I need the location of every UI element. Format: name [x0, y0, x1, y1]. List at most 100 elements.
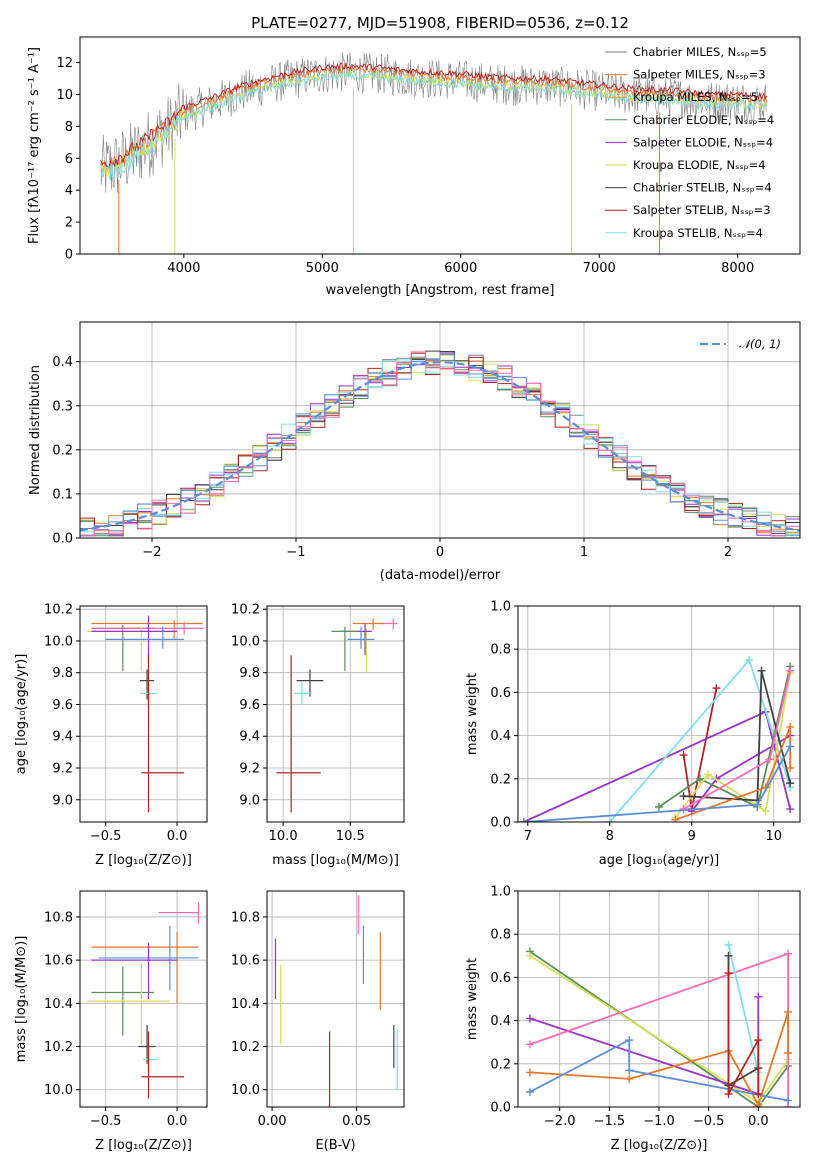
weight-marker — [704, 770, 713, 779]
weight-marker — [724, 969, 733, 978]
weight-line — [682, 687, 718, 810]
y-tick-label: 0.2 — [52, 443, 73, 458]
plot-area — [274, 895, 398, 1107]
panel-residuals: −2 −1 0 1 2 0.0 0.1 0.2 0.3 0.4 (data-model)/error… — [28, 321, 801, 583]
x-axis-label: age [log₁₀(age/yr)] — [599, 853, 720, 868]
panel-mass_weight_vs_Z: −2.0 −1.5 −1.0 −0.5 0.0 0.0 0.2 0.4 0.6 0.8 1.0 Z [… — [465, 885, 801, 1153]
weight-marker — [784, 1007, 793, 1016]
x-axis-label: E(B-V) — [315, 1138, 355, 1153]
y-tick-label: 0.0 — [490, 1101, 511, 1116]
panel-age_vs_mass: 10.0 10.5 9.0 9.2 9.4 9.6 9.8 10.0 10.2 mass [log… — [231, 603, 405, 868]
y-axis-label: mass weight — [465, 673, 480, 755]
x-tick-label: −1 — [286, 545, 305, 560]
plot-area — [87, 615, 205, 813]
weight-marker — [525, 951, 534, 960]
y-tick-label: 10.0 — [231, 634, 260, 649]
x-tick-label: −0.5 — [90, 829, 122, 844]
x-tick-label: 0.05 — [342, 1114, 371, 1129]
weight-marker — [519, 818, 528, 822]
histogram-step — [80, 351, 800, 538]
weight-marker — [754, 1090, 763, 1099]
x-tick-label: 10.5 — [336, 829, 365, 844]
errorbar-point — [139, 669, 155, 700]
y-tick-label: 0.2 — [490, 1057, 511, 1072]
axes-frame — [266, 890, 405, 1108]
x-tick-label: 0.0 — [167, 829, 188, 844]
y-tick-label: 0.4 — [52, 355, 73, 370]
y-tick-label: 9.4 — [52, 730, 73, 745]
x-tick-label: 4000 — [167, 261, 200, 276]
y-axis-label: Normed distribution — [28, 365, 43, 495]
y-tick-label: 12 — [56, 56, 73, 71]
y-tick-label: 0.0 — [490, 816, 511, 831]
panel-age_vs_Z: −0.5 0.0 9.0 9.2 9.4 9.6 9.8 10.0 10.2 Z [log₁₀(Z… — [14, 603, 208, 868]
weight-marker — [786, 779, 795, 788]
y-tick-label: 4 — [65, 184, 73, 199]
x-tick-label: −1.0 — [643, 1114, 675, 1129]
weight-marker — [753, 800, 762, 809]
x-tick-label: 5000 — [306, 261, 339, 276]
errorbar-point — [141, 655, 185, 813]
y-tick-label: 1.0 — [490, 600, 511, 615]
x-tick-label: 6000 — [444, 261, 477, 276]
weight-marker — [525, 1087, 534, 1096]
y-tick-label: 0.4 — [490, 729, 511, 744]
weight-marker — [679, 792, 688, 801]
y-tick-label: 10.0 — [44, 634, 73, 649]
weight-marker — [754, 1036, 763, 1045]
y-tick-label: 0.8 — [490, 643, 511, 658]
y-axis-label: Flux [fλ10⁻¹⁷ erg cm⁻² s⁻¹ A⁻¹] — [27, 47, 42, 244]
plot-area — [100, 52, 768, 254]
y-tick-label: 10.8 — [44, 910, 73, 925]
weight-line — [523, 745, 791, 822]
plot-area — [519, 656, 795, 822]
weight-marker — [724, 941, 733, 949]
spectrum-model-line — [100, 70, 768, 181]
x-tick-label: 10 — [765, 829, 782, 844]
spectrum-model-line — [100, 62, 768, 169]
errorbar-point — [296, 669, 324, 697]
legend-label: Chabrier STELIB, Nₛₛₚ=4 — [633, 181, 772, 195]
errorbar-point — [276, 655, 321, 813]
x-tick-label: −0.5 — [90, 1114, 122, 1129]
errorbar-point — [142, 1046, 158, 1073]
legend-label: Salpeter MILES, Nₛₛₚ=3 — [633, 68, 766, 82]
errorbar-point — [347, 626, 375, 649]
normal-curve — [80, 360, 800, 532]
y-tick-label: 0.3 — [52, 399, 73, 414]
x-tick-label: 1 — [580, 545, 588, 560]
weight-line — [529, 1038, 789, 1102]
weight-marker — [712, 684, 721, 693]
y-axis-label: mass [log₁₀(M/M⊙)] — [14, 936, 29, 1063]
errorbar-point — [87, 626, 170, 672]
y-tick-label: 0.6 — [490, 971, 511, 986]
y-tick-label: 9.6 — [52, 698, 73, 713]
y-tick-label: 9.8 — [52, 666, 73, 681]
errorbar-point — [293, 682, 310, 705]
y-tick-label: 9.0 — [52, 793, 73, 808]
weight-marker — [655, 802, 663, 811]
legend-label: Salpeter ELODIE, Nₛₛₚ=4 — [633, 135, 773, 149]
weight-marker — [761, 807, 770, 816]
weight-marker — [525, 1068, 534, 1077]
y-tick-label: 10.2 — [231, 603, 260, 618]
panel-mass_weight_vs_age: 7 8 9 10 0.0 0.2 0.4 0.6 0.8 1.0 age [log₁₀(age/yr… — [465, 600, 801, 868]
weight-marker — [786, 722, 795, 731]
spectrum-model-line — [100, 70, 768, 180]
weight-marker — [754, 992, 763, 1001]
weight-line — [529, 1011, 789, 1107]
weight-marker — [671, 815, 680, 822]
errorbar-point — [91, 621, 205, 635]
errorbar-point — [91, 932, 199, 1004]
y-tick-label: 9.6 — [239, 698, 260, 713]
y-tick-label: 0.6 — [490, 686, 511, 701]
x-tick-label: −2 — [142, 545, 161, 560]
x-axis-label: wavelength [Angstrom, rest frame] — [326, 283, 555, 298]
x-tick-label: 0.0 — [748, 1114, 769, 1129]
legend-label: 𝒩(0, 1) — [739, 337, 781, 351]
weight-marker — [786, 805, 795, 814]
x-tick-label: 8000 — [721, 261, 754, 276]
y-tick-label: 9.2 — [52, 762, 73, 777]
panel-mass_vs_Z: −0.5 0.0 10.0 10.2 10.4 10.6 10.8 Z [log₁₀(Z/Z⊙… — [14, 890, 208, 1153]
x-axis-label: mass [log₁₀(M/M⊙)] — [272, 853, 399, 868]
